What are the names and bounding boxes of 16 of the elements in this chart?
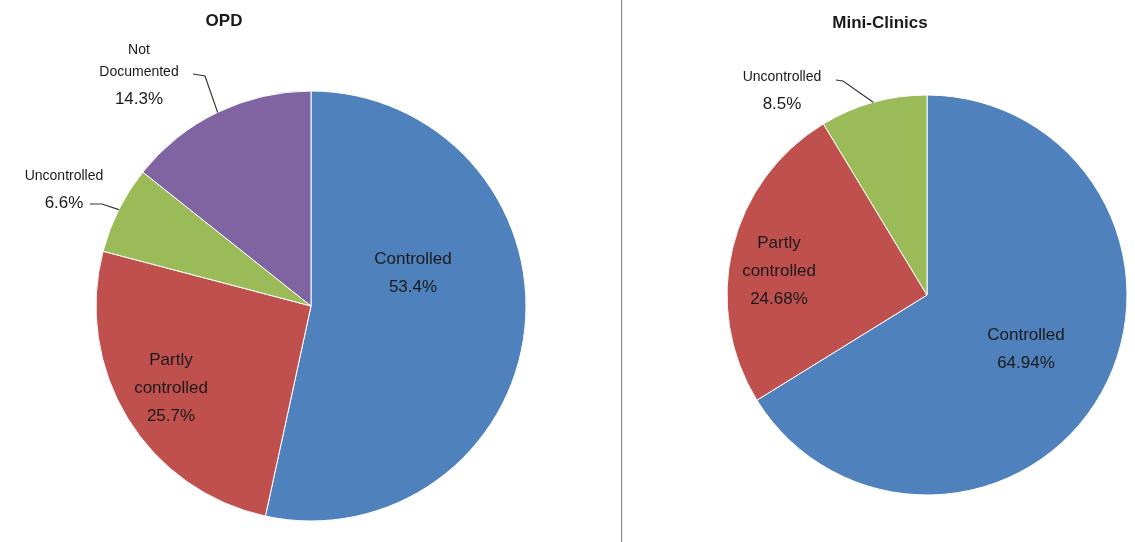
data-label: 6.6%	[44, 192, 84, 212]
chart-title: Mini-Clinics	[832, 12, 928, 32]
slice-label: Partly controlled	[134, 349, 208, 397]
data-label: 8.5%	[762, 93, 802, 113]
slice-label: Uncontrolled	[24, 167, 104, 183]
slice-label: Controlled	[374, 248, 452, 268]
slice-label: Uncontrolled	[742, 68, 822, 84]
data-label: 25.7%	[146, 405, 196, 425]
data-label: 64.94%	[997, 352, 1055, 372]
chart-title: OPD	[205, 10, 243, 30]
slice-label: Controlled	[987, 324, 1065, 344]
data-label: 24.68%	[750, 288, 808, 308]
data-label: 53.4%	[388, 276, 438, 296]
slice-label: Not Documented	[99, 41, 179, 79]
slice-label: Partly controlled	[742, 232, 816, 280]
data-label: 14.3%	[114, 88, 164, 108]
